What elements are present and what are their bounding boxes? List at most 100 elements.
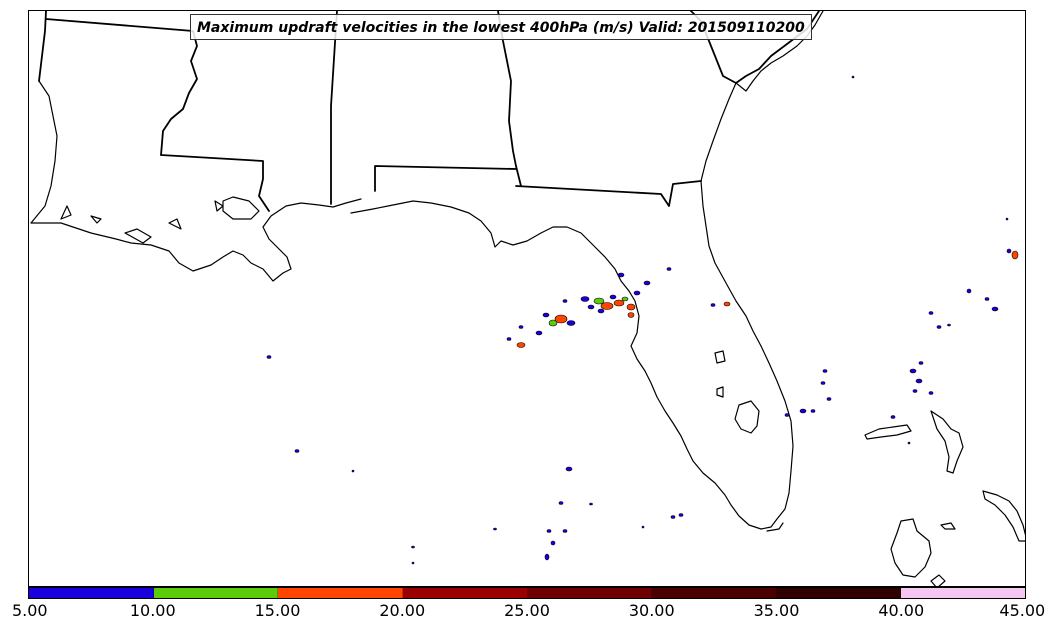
- updraft-cell: [907, 441, 911, 445]
- lake-okeechobee: [734, 400, 760, 434]
- updraft-cell: [593, 297, 605, 305]
- colorbar-segment: [776, 588, 902, 598]
- updraft-cell: [710, 303, 716, 307]
- updraft-cell: [826, 397, 832, 401]
- state-border-ms-al: [330, 11, 338, 205]
- updraft-cell: [565, 466, 573, 472]
- coastline-louisiana: [30, 80, 362, 282]
- updraft-cell: [912, 389, 918, 393]
- colorbar-segment: [402, 588, 528, 598]
- updraft-cell: [1006, 248, 1012, 254]
- updraft-cell: [548, 319, 558, 327]
- updraft-cell: [558, 501, 564, 505]
- colorbar-tick-label: 30.00: [628, 601, 675, 620]
- updraft-cell: [550, 540, 556, 546]
- updraft-cell: [542, 312, 550, 318]
- updraft-cell: [544, 553, 550, 561]
- updraft-cell: [621, 296, 629, 302]
- updraft-cell: [820, 381, 826, 385]
- coastlines: [30, 11, 1025, 586]
- updraft-cell: [562, 299, 568, 303]
- updraft-cell: [641, 525, 645, 529]
- updraft-cell: [546, 529, 552, 533]
- coastline-bahamas-small: [930, 522, 956, 586]
- map-title: Maximum updraft velocities in the lowest…: [190, 14, 812, 40]
- colorbar-segment: [278, 588, 403, 598]
- updraft-cell: [566, 320, 576, 326]
- map-panel: [28, 10, 1026, 587]
- updraft-cell: [554, 314, 568, 324]
- coastline-bahamas-andros: [890, 518, 932, 578]
- updraft-cell: [947, 323, 951, 327]
- colorbar: [28, 587, 1026, 599]
- colorbar-ticks: 5.00 10.00 15.00 20.00 25.00 30.00 35.00 40.00 4…: [12, 601, 1045, 625]
- colorbar-segment: [652, 588, 777, 598]
- updraft-cell: [1005, 217, 1009, 221]
- updraft-cell: [890, 415, 896, 419]
- updraft-cell: [991, 306, 999, 312]
- updraft-cell: [966, 288, 972, 294]
- updraft-cell: [535, 330, 543, 336]
- coastline-florida-panhandle: [350, 82, 794, 530]
- colorbar-tick-label: 20.00: [379, 601, 426, 620]
- updraft-cell: [670, 515, 676, 519]
- state-border-al-ga: [497, 11, 522, 187]
- updraft-cell: [909, 368, 917, 374]
- updraft-cell: [984, 297, 990, 301]
- updraft-cell: [600, 302, 614, 310]
- updraft-cell: [411, 545, 415, 549]
- updraft-cell: [633, 290, 641, 296]
- updraft-cell: [626, 303, 636, 311]
- state-border-la-ms-west: [38, 11, 47, 82]
- colorbar-tick-label: 25.00: [504, 601, 550, 620]
- colorbar-segment: [527, 588, 653, 598]
- colorbar-tick-label: 10.00: [129, 601, 176, 620]
- updraft-cell: [928, 311, 934, 315]
- colorbar-tick-label: 15.00: [254, 601, 301, 620]
- updraft-cell: [617, 272, 625, 278]
- colorbar-tick-label: 45.00: [999, 601, 1046, 620]
- updraft-cell: [351, 469, 355, 473]
- updraft-cell: [587, 304, 595, 310]
- updraft-cell: [915, 378, 923, 384]
- updraft-cell: [518, 325, 524, 329]
- state-border-ms-river: [160, 30, 198, 156]
- updraft-cell: [411, 561, 415, 565]
- coastline-florida-keys: [766, 522, 784, 532]
- updraft-cell: [266, 355, 272, 359]
- colorbar-segment: [153, 588, 279, 598]
- colorbar-tick-label: 5.00: [11, 601, 48, 620]
- state-border-al-fl: [374, 165, 517, 192]
- updraft-cell: [851, 75, 855, 79]
- coastline-louisiana-islands: [60, 196, 260, 244]
- updraft-cell: [589, 502, 593, 506]
- updraft-cell: [597, 308, 605, 314]
- updraft-cell: [643, 280, 651, 286]
- basemap: [30, 11, 1025, 586]
- updraft-cell: [666, 267, 672, 271]
- coastline-bahamas-abaco: [930, 410, 964, 474]
- updraft-cell: [936, 325, 942, 329]
- updraft-cell: [799, 408, 807, 414]
- updraft-cell: [493, 527, 497, 531]
- updraft-cell: [609, 294, 617, 300]
- updraft-cell: [506, 337, 512, 341]
- coastline-bahamas-grand: [864, 424, 912, 440]
- updraft-cell: [562, 529, 568, 533]
- state-border-ms-top: [45, 18, 194, 32]
- updraft-cell: [810, 409, 816, 413]
- updraft-cell: [928, 391, 934, 395]
- state-border-ga-fl: [515, 180, 702, 207]
- state-border-la-ms-south: [160, 154, 270, 212]
- state-borders: [38, 11, 820, 212]
- colorbar-tick-label: 35.00: [753, 601, 800, 620]
- updraft-cell: [580, 296, 590, 302]
- colorbar-segment: [901, 588, 1025, 598]
- lake-small-2: [716, 386, 724, 398]
- updraft-cell: [822, 369, 828, 373]
- updraft-cell: [784, 413, 790, 417]
- updraft-cell: [613, 299, 625, 307]
- updraft-cell: [918, 361, 924, 365]
- updraft-cell: [294, 449, 300, 453]
